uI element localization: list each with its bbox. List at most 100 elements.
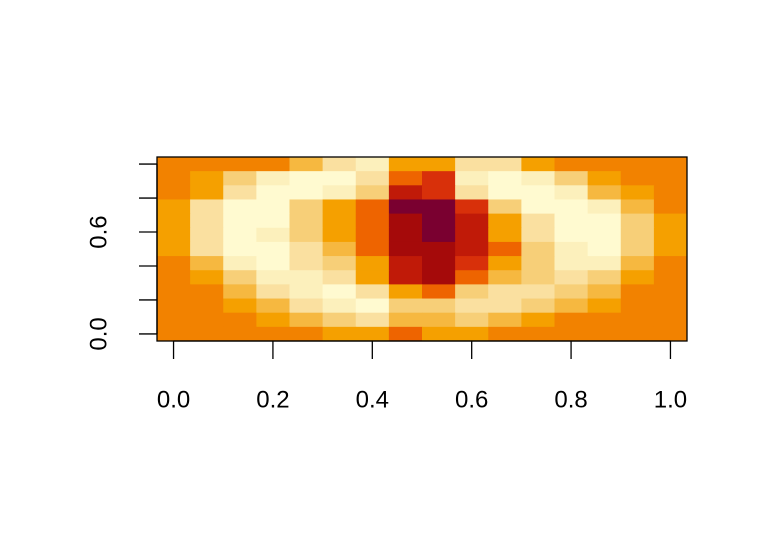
heat-cell bbox=[190, 284, 224, 300]
heat-cell bbox=[388, 227, 423, 243]
heat-cell bbox=[355, 326, 390, 342]
heat-cell bbox=[190, 227, 224, 243]
heat-cell bbox=[156, 270, 191, 285]
heat-cell bbox=[554, 270, 589, 285]
heat-cell bbox=[322, 227, 357, 243]
heat-cell bbox=[388, 171, 423, 186]
x-tick-label: 0.6 bbox=[455, 386, 488, 413]
heat-cell bbox=[422, 241, 456, 257]
heat-cell bbox=[422, 157, 456, 172]
heat-cell bbox=[620, 256, 655, 271]
heat-cell bbox=[223, 312, 257, 328]
heat-cell bbox=[355, 157, 390, 172]
heat-cell bbox=[156, 298, 191, 314]
heat-cell bbox=[422, 298, 456, 314]
heat-cell bbox=[653, 157, 688, 172]
x-tick-label: 0.8 bbox=[554, 386, 587, 413]
heat-cell bbox=[223, 185, 257, 200]
heat-cell bbox=[289, 199, 324, 215]
heat-cell bbox=[620, 284, 655, 300]
heat-cell bbox=[289, 298, 324, 314]
heat-cell bbox=[355, 199, 390, 215]
heat-cell bbox=[521, 241, 556, 257]
heat-cell bbox=[587, 171, 622, 186]
heat-cell bbox=[355, 312, 390, 328]
heat-cell bbox=[388, 270, 423, 285]
heat-cell bbox=[554, 298, 589, 314]
heat-cell bbox=[620, 326, 655, 342]
y-tick-label: 0.0 bbox=[85, 317, 112, 350]
heat-cell bbox=[388, 199, 423, 215]
heat-cell bbox=[587, 312, 622, 328]
heat-cell bbox=[223, 298, 257, 314]
heat-cell bbox=[388, 298, 423, 314]
heat-cell bbox=[322, 256, 357, 271]
heat-cell bbox=[256, 241, 290, 257]
heat-cell bbox=[190, 199, 224, 215]
heat-cell bbox=[355, 213, 390, 229]
x-tick-label: 1.0 bbox=[654, 386, 687, 413]
heat-cell bbox=[190, 157, 224, 172]
heat-cell bbox=[521, 312, 556, 328]
heat-cell bbox=[521, 298, 556, 314]
heat-cell bbox=[156, 284, 191, 300]
heat-cell bbox=[256, 213, 290, 229]
heat-cell bbox=[355, 284, 390, 300]
heat-cell bbox=[587, 256, 622, 271]
heat-cell bbox=[355, 227, 390, 243]
heat-cell bbox=[653, 326, 688, 342]
heat-cell bbox=[422, 312, 456, 328]
heat-cell bbox=[653, 185, 688, 200]
heat-cell bbox=[256, 326, 290, 342]
heat-cell bbox=[455, 185, 489, 200]
heat-cell bbox=[289, 326, 324, 342]
heat-cell bbox=[190, 312, 224, 328]
heat-cell bbox=[355, 298, 390, 314]
heat-cell bbox=[554, 241, 589, 257]
heat-cell bbox=[322, 326, 357, 342]
heat-cell bbox=[554, 326, 589, 342]
heat-cell bbox=[488, 241, 522, 257]
heat-cell bbox=[388, 256, 423, 271]
heat-cell bbox=[488, 227, 522, 243]
heat-cell bbox=[223, 227, 257, 243]
heat-cell bbox=[620, 241, 655, 257]
heat-cell bbox=[587, 298, 622, 314]
heat-cell bbox=[289, 284, 324, 300]
heat-cell bbox=[223, 256, 257, 271]
heat-cell bbox=[256, 312, 290, 328]
heat-cell bbox=[554, 199, 589, 215]
heat-cell bbox=[355, 256, 390, 271]
heat-cell bbox=[455, 326, 489, 342]
heat-cell bbox=[223, 199, 257, 215]
heat-cell bbox=[289, 312, 324, 328]
heat-cell bbox=[554, 157, 589, 172]
x-tick-label: 0.4 bbox=[356, 386, 389, 413]
heat-cell bbox=[190, 326, 224, 342]
heat-cell bbox=[554, 284, 589, 300]
heat-cell bbox=[620, 298, 655, 314]
heat-cell bbox=[322, 312, 357, 328]
heat-cell bbox=[355, 171, 390, 186]
heat-cell bbox=[587, 185, 622, 200]
heat-cell bbox=[455, 227, 489, 243]
heat-cell bbox=[488, 284, 522, 300]
heat-cell bbox=[190, 241, 224, 257]
heat-cell bbox=[388, 326, 423, 342]
heat-cell bbox=[521, 199, 556, 215]
heat-cell bbox=[156, 199, 191, 215]
heat-cell bbox=[653, 213, 688, 229]
heat-cell bbox=[521, 270, 556, 285]
heat-cell bbox=[488, 312, 522, 328]
heat-cell bbox=[289, 213, 324, 229]
heat-cell bbox=[190, 185, 224, 200]
heat-cell bbox=[322, 171, 357, 186]
heat-cell bbox=[223, 213, 257, 229]
heat-cell bbox=[256, 199, 290, 215]
x-tick-label: 0.0 bbox=[157, 386, 190, 413]
heat-cell bbox=[422, 284, 456, 300]
heat-cell bbox=[322, 213, 357, 229]
heat-cell bbox=[455, 284, 489, 300]
heat-cell bbox=[422, 185, 456, 200]
